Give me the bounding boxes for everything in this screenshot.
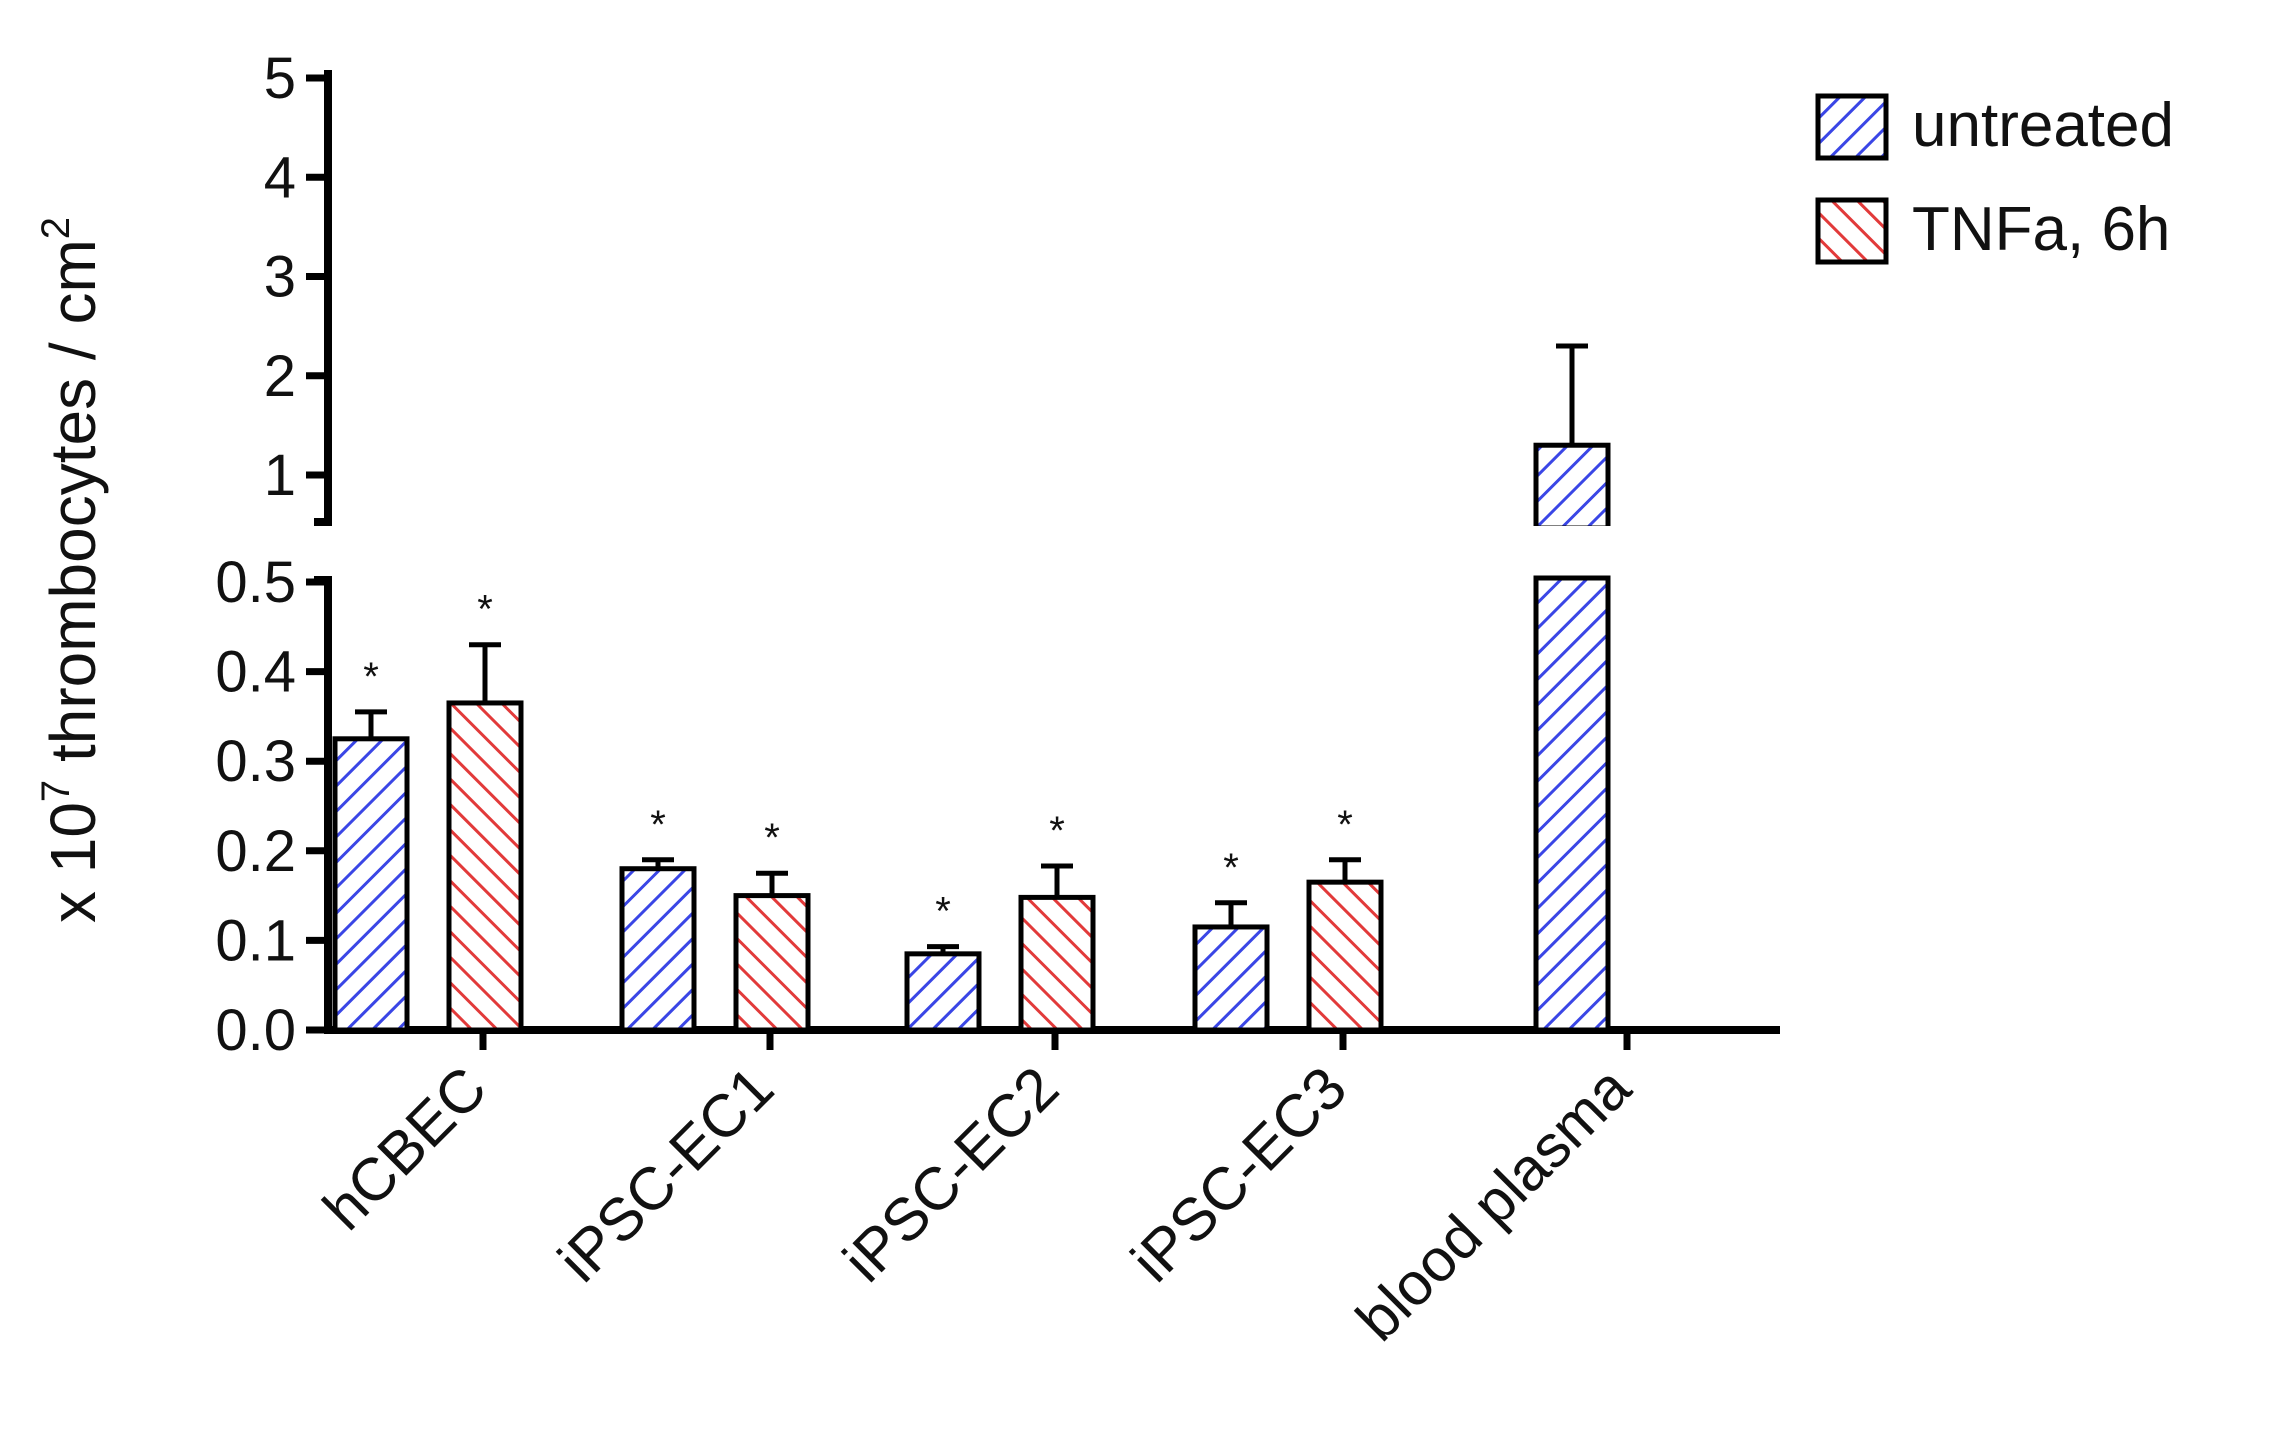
x-tick-label: hCBEC xyxy=(310,1054,499,1243)
y-axis-title-text: thrombocytes / cm xyxy=(37,239,109,780)
x-tick-label: blood plasma xyxy=(1343,1053,1643,1353)
y-tick-label: 2 xyxy=(264,344,296,409)
bar xyxy=(332,736,410,1033)
y-tick-label: 3 xyxy=(264,245,296,310)
y-tick-label: 0.2 xyxy=(215,819,296,884)
bar xyxy=(619,866,697,1033)
x-tick-label: iPSC-EC2 xyxy=(830,1054,1071,1295)
y-tick-label: 1 xyxy=(264,443,296,508)
x-tick-label: iPSC-EC1 xyxy=(545,1054,786,1295)
legend-swatch xyxy=(1815,93,1889,161)
legend: untreated TNFa, 6h xyxy=(1815,91,2174,265)
significance-marker: * xyxy=(764,816,780,860)
y-axis-title-exponent: 7 xyxy=(34,780,78,802)
bars: * * * * * * * * xyxy=(332,343,1614,1033)
bar xyxy=(1533,442,1611,531)
y-tick-label: 0.0 xyxy=(215,998,296,1063)
significance-marker: * xyxy=(1337,803,1353,847)
bar xyxy=(1018,894,1096,1033)
y-tick-label: 4 xyxy=(264,145,296,210)
bar xyxy=(1533,575,1611,1033)
y-tick-label: 0.1 xyxy=(215,908,296,973)
legend-swatch xyxy=(1815,197,1889,265)
bar xyxy=(1192,924,1270,1033)
significance-marker: * xyxy=(1223,846,1239,890)
y-axis-title-prefix: x 10 xyxy=(37,802,109,923)
significance-marker: * xyxy=(1049,809,1065,853)
significance-marker: * xyxy=(363,655,379,699)
legend-label: untreated xyxy=(1912,91,2174,160)
bar-break-gap xyxy=(1530,526,1614,574)
legend-label: TNFa, 6h xyxy=(1912,195,2170,264)
significance-marker: * xyxy=(935,890,951,934)
y-tick-label: 0.3 xyxy=(215,729,296,794)
significance-marker: * xyxy=(650,803,666,847)
axes: 0.0 0.1 0.2 0.3 0.4 0.5 1 2 3 4 5 xyxy=(215,46,1780,1063)
y-tick-label: 0.4 xyxy=(215,640,296,705)
y-axis-title: x 107 thrombocytes / cm2 xyxy=(34,217,109,923)
y-axis-title-unit-exponent: 2 xyxy=(34,217,78,239)
bar xyxy=(446,700,524,1033)
significance-marker: * xyxy=(477,588,493,632)
x-tick-label: iPSC-EC3 xyxy=(1118,1054,1359,1295)
y-tick-label: 0.5 xyxy=(215,550,296,615)
bar xyxy=(1306,879,1384,1033)
y-tick-label: 5 xyxy=(264,46,296,111)
bar xyxy=(904,951,982,1033)
bar xyxy=(733,893,811,1033)
